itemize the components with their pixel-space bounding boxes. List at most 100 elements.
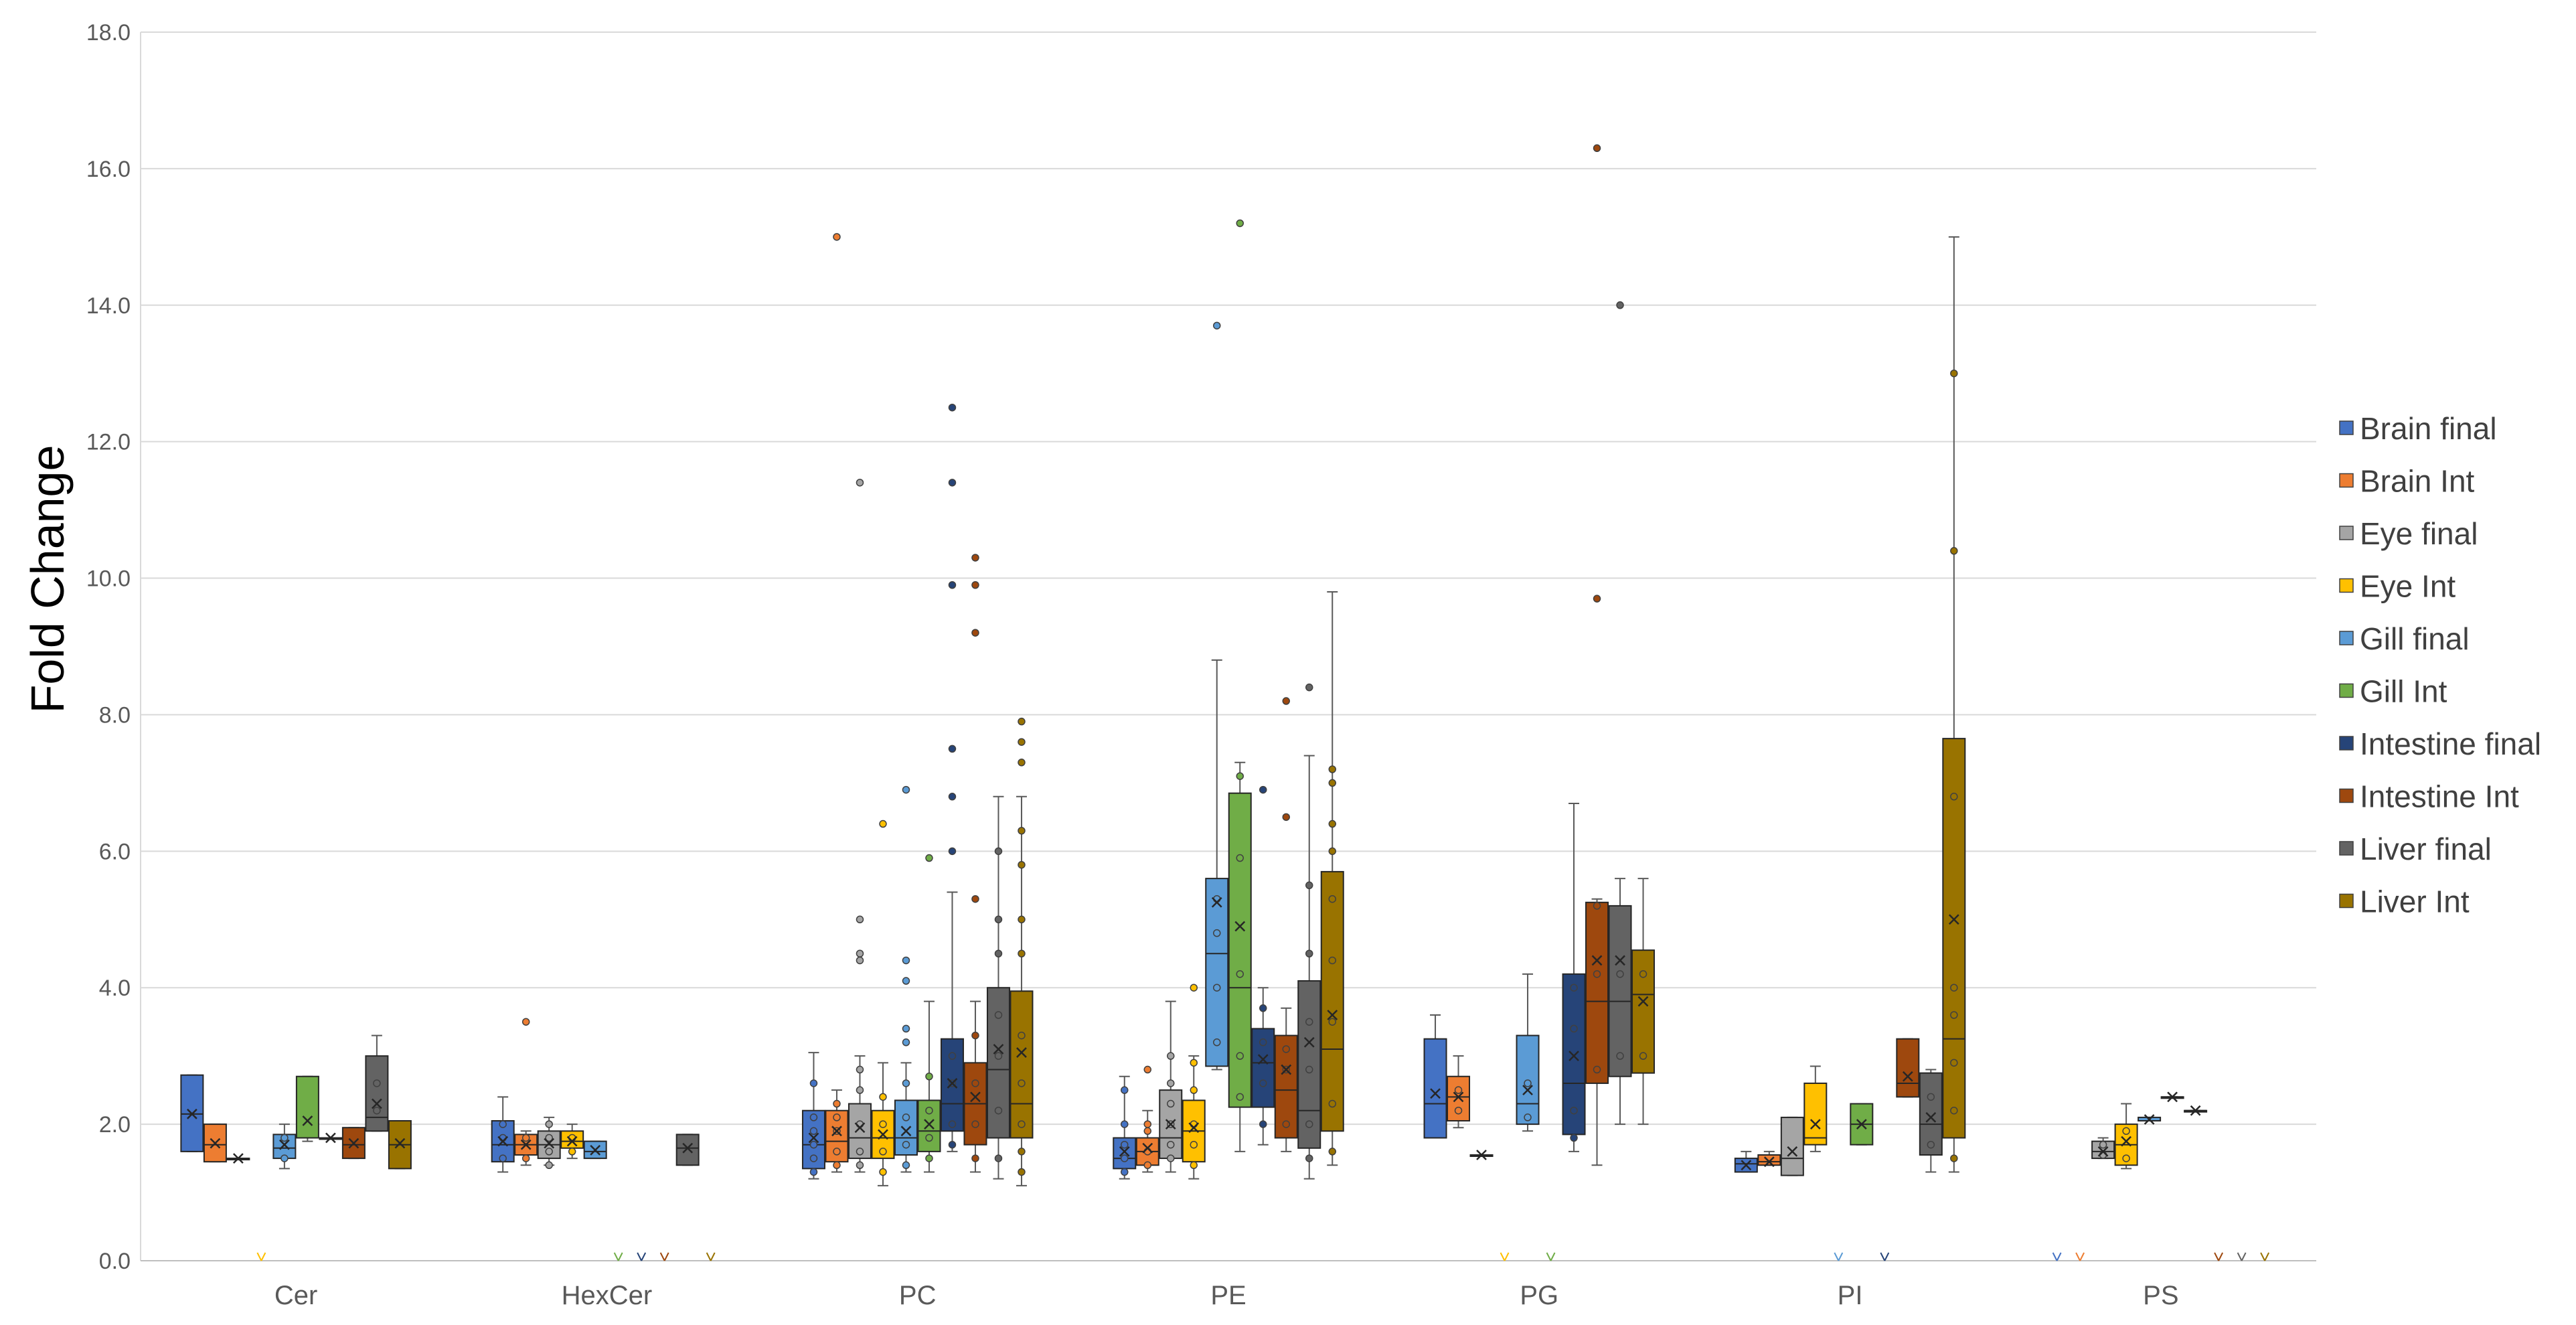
- box-intestine-int: [1585, 144, 1609, 1166]
- data-point: [1190, 1059, 1198, 1067]
- data-point: [1018, 827, 1026, 835]
- mean-marker: [1234, 921, 1246, 932]
- mean-marker: [900, 1125, 912, 1137]
- data-point: [1570, 1134, 1578, 1142]
- box-body: [1896, 1038, 1920, 1098]
- legend-swatch: [2339, 893, 2354, 909]
- legend-swatch: [2339, 631, 2354, 645]
- data-point: [1950, 369, 1958, 378]
- y-tick-labels: 0.0 2.0 4.0 6.0 8.0 10.0 12.0 14.0 16.0 18.0: [86, 20, 131, 1274]
- data-point: [809, 1168, 818, 1176]
- mean-marker: [1430, 1088, 1441, 1099]
- mean-marker: [1165, 1119, 1176, 1129]
- mean-marker: [1142, 1142, 1153, 1154]
- data-point: [902, 956, 910, 965]
- data-point: [1018, 949, 1026, 957]
- data-point: [879, 820, 887, 828]
- data-point: [809, 1154, 818, 1162]
- mean-marker: [1637, 996, 1649, 1007]
- data-point: [1570, 984, 1578, 992]
- box-brain-final: [1423, 1014, 1447, 1139]
- data-point: [1454, 1086, 1463, 1094]
- mean-marker: [831, 1125, 842, 1137]
- box-body: [986, 987, 1010, 1139]
- mean-marker: [279, 1139, 290, 1150]
- box-body: [1205, 878, 1229, 1067]
- box-intestine-final: [1251, 785, 1275, 1146]
- data-point: [1328, 820, 1336, 828]
- box-liver-final: [1608, 301, 1632, 1125]
- zero-marker: [663, 1252, 669, 1261]
- category-label: PE: [1210, 1281, 1246, 1310]
- data-point: [1018, 738, 1026, 746]
- data-point: [1167, 1052, 1175, 1060]
- data-point: [1167, 1099, 1175, 1108]
- mean-marker: [590, 1144, 601, 1156]
- data-point: [1616, 1052, 1624, 1060]
- box-intestine-int: [1274, 697, 1298, 1152]
- data-point: [521, 1154, 530, 1162]
- box-body: [1803, 1082, 1828, 1146]
- box-gill-int: [295, 1075, 319, 1142]
- mean-marker: [947, 1078, 958, 1089]
- data-point: [994, 949, 1003, 957]
- mean-marker: [1925, 1112, 1937, 1123]
- zero-marker: [2260, 1252, 2266, 1261]
- box-eye-final: [537, 1116, 561, 1170]
- data-point: [1593, 970, 1601, 978]
- data-point: [948, 479, 957, 487]
- data-point: [1328, 765, 1336, 773]
- box-body: [1757, 1154, 1781, 1166]
- zero-marker: [1838, 1252, 1844, 1261]
- mean-marker: [2144, 1114, 2155, 1125]
- box-gill-int: [917, 854, 941, 1173]
- box-eye-final: [226, 1153, 250, 1164]
- zero-marker: [2214, 1252, 2220, 1261]
- zero-marker: [1880, 1252, 1886, 1261]
- data-point: [948, 1140, 957, 1149]
- legend-label: Liver final: [2360, 832, 2492, 866]
- data-point: [1305, 949, 1313, 957]
- zero-marker: [1884, 1252, 1890, 1261]
- data-point: [1328, 779, 1336, 787]
- data-point: [1167, 1140, 1175, 1149]
- data-point: [1236, 854, 1244, 862]
- box-brain-int: [1757, 1150, 1781, 1168]
- data-point: [2122, 1127, 2130, 1136]
- y-tick-label: 10.0: [86, 566, 131, 592]
- box-gill-int: [2160, 1091, 2184, 1103]
- data-point: [1018, 1031, 1026, 1040]
- box-liver-final: [365, 1034, 389, 1132]
- box-intestine-final: [1880, 1252, 1890, 1261]
- data-point: [499, 1120, 507, 1128]
- data-point: [1018, 717, 1026, 726]
- data-point: [1167, 1079, 1175, 1087]
- y-tick-label: 6.0: [99, 839, 131, 864]
- data-point: [1167, 1154, 1175, 1162]
- data-point: [971, 1154, 979, 1162]
- box-eye-final: [1159, 1000, 1183, 1173]
- data-point: [1121, 1168, 1129, 1176]
- data-point: [1616, 301, 1624, 309]
- zero-marker: [1550, 1252, 1556, 1261]
- box-brain-int: [203, 1123, 227, 1163]
- data-point: [1213, 929, 1221, 937]
- zero-marker: [260, 1252, 266, 1261]
- y-tick-label: 8.0: [99, 702, 131, 728]
- data-point: [1190, 1140, 1198, 1149]
- legend-label: Brain final: [2360, 411, 2497, 446]
- mean-marker: [1327, 1010, 1338, 1020]
- box-eye-final: [1469, 1150, 1494, 1160]
- data-point: [1305, 881, 1313, 890]
- data-point: [280, 1134, 289, 1142]
- data-point: [1305, 1018, 1313, 1026]
- mean-marker: [1211, 897, 1222, 908]
- mean-marker: [187, 1108, 197, 1119]
- mean-marker: [924, 1119, 935, 1129]
- y-tick-label: 12.0: [86, 430, 131, 455]
- box-body: [1320, 870, 1344, 1132]
- y-axis-title: Fold Change: [21, 445, 74, 714]
- box-liver-final: [1297, 683, 1321, 1180]
- legend-swatch: [2339, 526, 2354, 540]
- mean-marker: [1741, 1160, 1752, 1171]
